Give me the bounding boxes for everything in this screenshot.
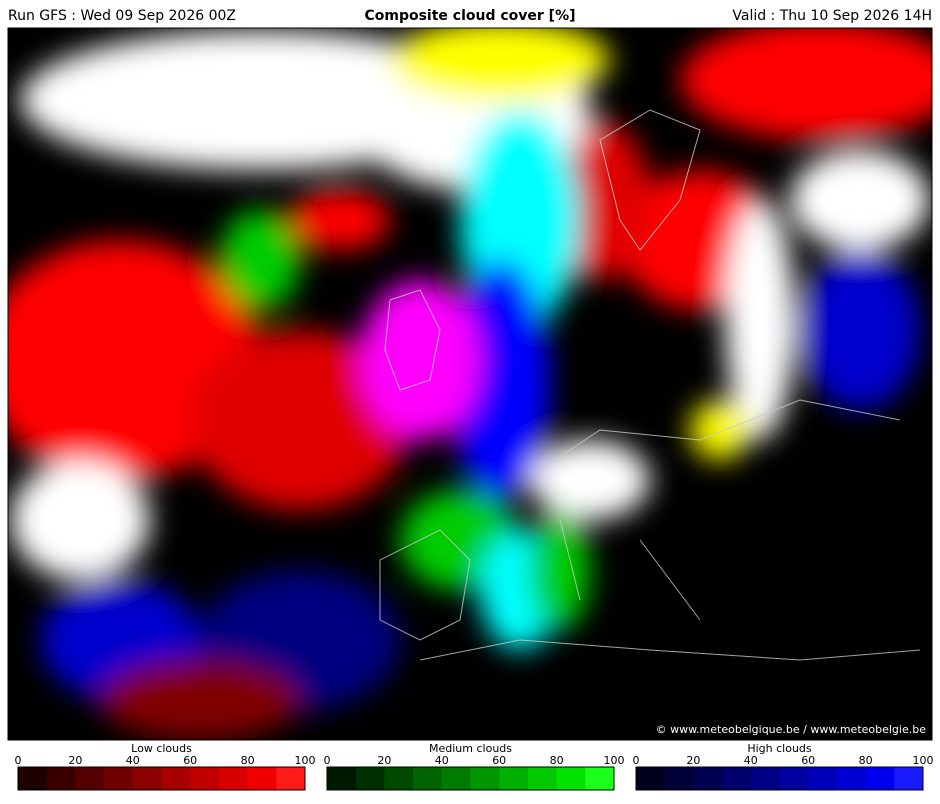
color-swatch [585, 767, 615, 790]
color-swatch [750, 767, 780, 790]
color-swatch [779, 767, 809, 790]
color-swatch [499, 767, 529, 790]
color-swatch [836, 767, 867, 790]
tick-label: 40 [744, 754, 758, 767]
color-swatch [470, 767, 500, 790]
run-label: Run GFS : Wed 09 Sep 2026 00Z [8, 8, 236, 24]
color-swatch [247, 767, 277, 790]
legends: Low clouds 0 20 40 60 80 100 Medium clouds 0 20 40… [15, 742, 934, 791]
valid-label: Valid : Thu 10 Sep 2026 14H [732, 8, 932, 24]
color-swatch [161, 767, 191, 790]
tick-label: 0 [324, 754, 331, 767]
colorbar-frame [326, 766, 615, 791]
color-swatch [190, 767, 220, 790]
color-swatch [104, 767, 134, 790]
color-swatch [413, 767, 443, 790]
tick-label: 40 [435, 754, 449, 767]
tick-label: 20 [686, 754, 700, 767]
tick-label: 20 [377, 754, 391, 767]
tick-label: 20 [68, 754, 82, 767]
color-swatch [276, 767, 306, 790]
colorbar-frame [635, 766, 924, 791]
tick-label: 40 [126, 754, 140, 767]
tick-label: 60 [801, 754, 815, 767]
color-swatch [384, 767, 414, 790]
legend-title: Low clouds [131, 742, 192, 755]
color-swatch [865, 767, 895, 790]
color-swatch [636, 767, 666, 790]
color-swatch [18, 767, 48, 790]
legend-title: Medium clouds [429, 742, 512, 755]
color-swatch [693, 767, 723, 790]
map-title: Composite cloud cover [%] [364, 8, 575, 24]
tick-label: 80 [550, 754, 564, 767]
color-swatch [808, 767, 838, 790]
tick-label: 100 [295, 754, 316, 767]
tick-label: 60 [492, 754, 506, 767]
credit: © www.meteobelgique.be / www.meteobelgie… [656, 723, 927, 736]
map-frame [7, 27, 933, 741]
tick-label: 100 [604, 754, 625, 767]
color-swatch [441, 767, 471, 790]
color-swatch [722, 767, 752, 790]
color-swatch [556, 767, 586, 790]
color-swatch [218, 767, 249, 790]
tick-label: 80 [859, 754, 873, 767]
color-swatch [132, 767, 162, 790]
colorbar-frame [17, 766, 306, 791]
color-swatch [75, 767, 105, 790]
tick-label: 0 [15, 754, 22, 767]
color-swatch [355, 767, 385, 790]
color-swatch [46, 767, 76, 790]
cloud-map [8, 28, 932, 740]
color-swatch [664, 767, 694, 790]
tick-label: 60 [183, 754, 197, 767]
color-swatch [327, 767, 357, 790]
tick-label: 100 [913, 754, 934, 767]
tick-label: 0 [633, 754, 640, 767]
legend-title: High clouds [747, 742, 812, 755]
color-swatch [527, 767, 558, 790]
tick-label: 80 [241, 754, 255, 767]
color-swatch [894, 767, 924, 790]
